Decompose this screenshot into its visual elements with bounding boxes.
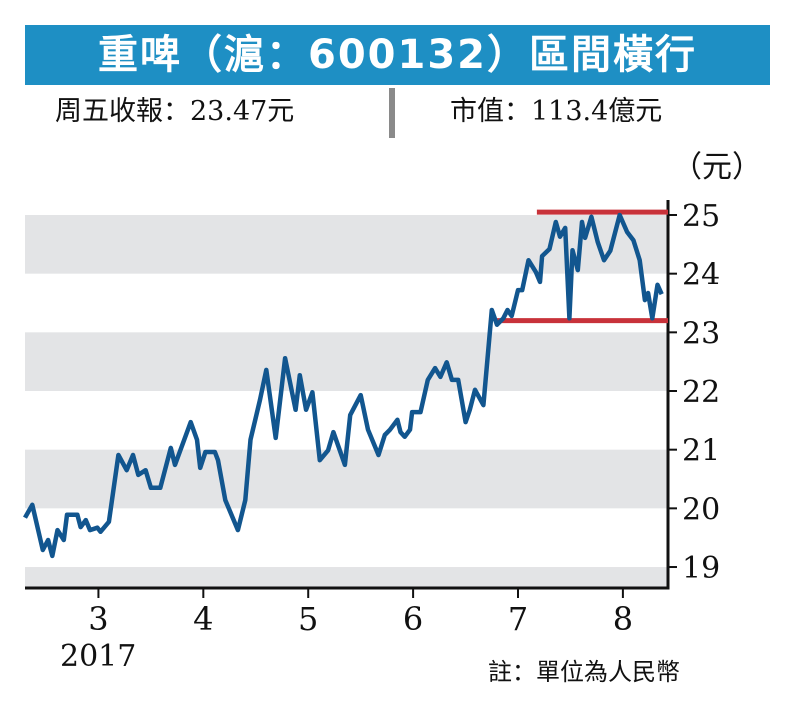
- y-tick-label: 22: [682, 375, 720, 410]
- unit-note: 註：單位為人民幣: [488, 658, 680, 686]
- x-tick-label: 3: [88, 600, 108, 638]
- grid-band: [25, 215, 668, 274]
- x-tick-label: 6: [403, 600, 423, 638]
- grid-band: [25, 332, 668, 392]
- y-tick-label: 25: [682, 199, 720, 234]
- y-tick-label: 24: [682, 258, 720, 293]
- price-line: [23, 212, 664, 559]
- x-tick-label: 4: [193, 600, 213, 638]
- x-tick-label: 5: [298, 600, 318, 638]
- y-tick-label: 20: [682, 492, 720, 527]
- market-cap-label: 市值：113.4億元: [450, 96, 663, 127]
- year-label: 2017: [60, 639, 136, 674]
- chart-title: 重啤（滬：600132）區間橫行: [25, 25, 770, 85]
- y-tick-label: 23: [682, 316, 720, 351]
- y-tick-label: 19: [682, 551, 720, 586]
- divider: [389, 88, 395, 138]
- x-tick-label: 7: [508, 600, 528, 638]
- x-tick-label: 8: [613, 600, 633, 638]
- grid-band: [25, 567, 668, 588]
- y-tick-label: 21: [682, 434, 720, 469]
- close-price-label: 周五收報：23.47元: [55, 96, 295, 127]
- y-axis-unit: （元）: [672, 150, 762, 185]
